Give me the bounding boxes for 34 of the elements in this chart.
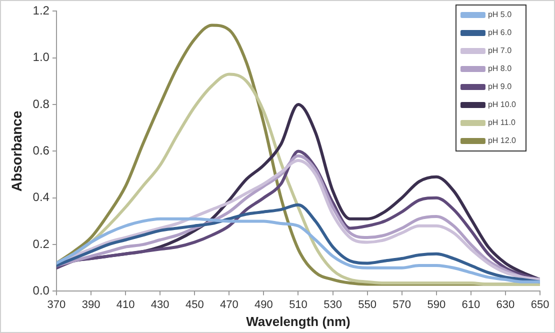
legend-label: pH 7.0 bbox=[488, 46, 512, 56]
y-tick-label: 1.2 bbox=[32, 4, 50, 18]
legend-label: pH 6.0 bbox=[488, 28, 512, 38]
x-tick-label: 490 bbox=[254, 298, 273, 311]
legend-label: pH 8.0 bbox=[488, 64, 512, 74]
y-tick-label: 1.0 bbox=[32, 50, 50, 64]
x-tick-label: 630 bbox=[496, 298, 515, 311]
legend-label: pH 5.0 bbox=[488, 10, 512, 20]
y-tick-label: 0.8 bbox=[32, 96, 50, 111]
y-tick-label: 0.2 bbox=[32, 236, 50, 251]
legend-label: pH 9.0 bbox=[488, 82, 512, 92]
x-tick-label: 550 bbox=[358, 298, 376, 311]
x-tick-label: 530 bbox=[324, 298, 342, 311]
x-tick-label: 610 bbox=[462, 298, 480, 311]
x-tick-label: 470 bbox=[220, 298, 238, 311]
legend-label: pH 10.0 bbox=[488, 100, 517, 110]
line-series bbox=[56, 203, 540, 284]
y-tick-label: 0.0 bbox=[32, 284, 50, 298]
y-tick-label: 0.4 bbox=[32, 190, 50, 204]
line-series bbox=[56, 217, 540, 284]
x-tick-label: 650 bbox=[530, 298, 550, 311]
x-tick-label: 370 bbox=[47, 298, 66, 311]
x-tick-label: 390 bbox=[82, 298, 100, 311]
x-tick-label: 570 bbox=[392, 298, 412, 311]
x-tick-label: 450 bbox=[185, 298, 204, 311]
x-tick-label: 510 bbox=[289, 298, 308, 311]
x-tick-label: 430 bbox=[150, 298, 170, 311]
y-tick-label: 0.6 bbox=[32, 144, 50, 158]
x-tick-label: 590 bbox=[427, 298, 446, 311]
x-axis-title: Wavelength (nm) bbox=[246, 314, 350, 329]
legend-label: pH 12.0 bbox=[488, 136, 517, 146]
y-axis-title: Absorbance bbox=[8, 110, 24, 192]
x-tick-label: 410 bbox=[116, 298, 135, 311]
legend-label: pH 11.0 bbox=[488, 118, 516, 128]
